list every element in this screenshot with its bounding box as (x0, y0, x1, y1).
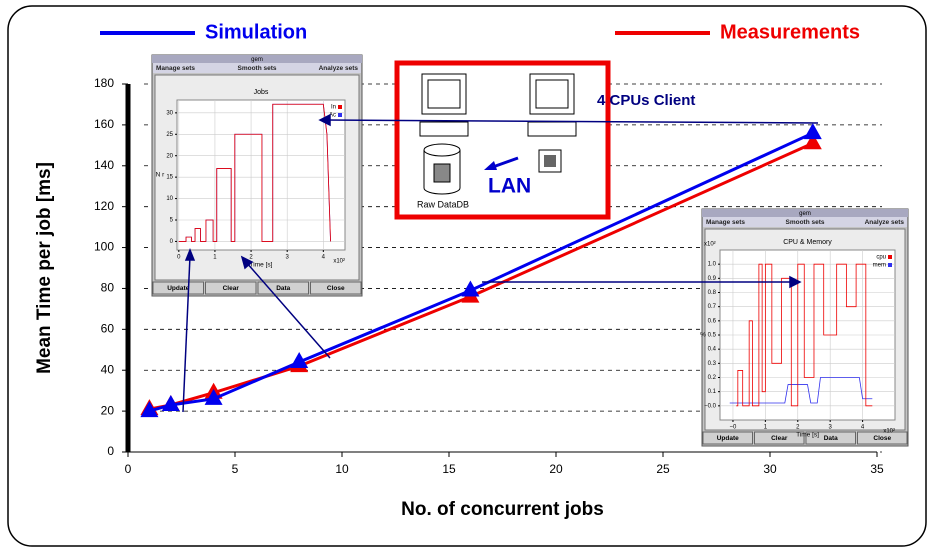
y-tick-label: 20 (166, 153, 173, 159)
annotation: Raw DataDB (417, 199, 469, 209)
database-icon (434, 164, 450, 182)
y-axis-label: % (700, 332, 706, 339)
y-tick-label: 25 (166, 132, 173, 138)
y-tick-label: −0.0 (704, 403, 717, 409)
server-core (544, 155, 556, 167)
plot-area (177, 100, 345, 250)
menu-item[interactable]: Manage sets (706, 219, 745, 226)
y-tick-label: 60 (101, 322, 115, 336)
y-axis-label: Mean Time per job [ms] (34, 162, 55, 374)
monitor-screen (536, 80, 568, 108)
x-scale-label: x10² (333, 259, 345, 265)
y-scale-label: x10² (704, 242, 716, 248)
legend-swatch (338, 105, 342, 109)
y-tick-label: 0.1 (708, 389, 717, 395)
legend-label: In (331, 105, 336, 111)
y-tick-label: 0.7 (708, 304, 717, 310)
chart: 0 20 40 60 80 100 120 140 160 180 0 5 10 15 20 25 30 35 No… (0, 0, 935, 553)
y-tick-label: 1.0 (708, 262, 717, 268)
y-tick-label: 80 (101, 281, 115, 295)
menu-item[interactable]: Smooth sets (237, 65, 276, 72)
y-tick-label: 30 (166, 110, 173, 116)
x-tick-label: 10 (335, 462, 349, 476)
x-tick-label: 20 (549, 462, 563, 476)
window-title: gem (251, 57, 263, 63)
y-tick-label: 15 (166, 175, 173, 181)
annotation: 4 CPUs Client (597, 92, 695, 109)
y-tick-label: 0 (107, 444, 114, 458)
annotation: LAN (488, 175, 531, 198)
legend-label: mem (873, 263, 886, 269)
legend-swatch (888, 255, 892, 259)
y-tick-label: 100 (94, 240, 114, 254)
legend-swatch (888, 263, 892, 267)
inset-window: gem Manage sets Smooth sets Analyze sets Upd… (152, 55, 362, 296)
button-label[interactable]: Data (276, 285, 290, 292)
x-tick-label: 0 (125, 462, 132, 476)
y-tick-label: 0.5 (708, 333, 717, 339)
button-label[interactable]: Close (873, 435, 891, 442)
button-label[interactable]: Update (167, 285, 189, 292)
x-tick-label: −0 (730, 425, 738, 431)
x-axis-label: Time [s] (796, 432, 819, 439)
y-tick-label: 120 (94, 199, 114, 213)
menu-item[interactable]: Analyze sets (865, 219, 905, 226)
x-axis-label: No. of concurrent jobs (401, 499, 604, 520)
legend-label: Simulation (205, 21, 307, 43)
y-tick-label: 0.9 (708, 276, 717, 282)
button-label[interactable]: Clear (771, 435, 788, 442)
y-tick-label: 10 (166, 196, 173, 202)
monitor-screen (428, 80, 460, 108)
legend-swatch (338, 113, 342, 117)
y-tick-label: 0.3 (708, 361, 717, 367)
x-axis-label: Time [s] (250, 262, 273, 269)
x-tick-label: 5 (232, 462, 239, 476)
inset-title: Jobs (254, 89, 269, 96)
y-tick-label: 0.4 (708, 347, 717, 353)
y-tick-label: 0.6 (708, 318, 717, 324)
button-label[interactable]: Close (327, 285, 345, 292)
menu-item[interactable]: Analyze sets (319, 65, 359, 72)
button-label[interactable]: Update (717, 435, 739, 442)
y-tick-label: 0.2 (708, 375, 717, 381)
keyboard (420, 122, 468, 136)
y-axis-label: N r (156, 172, 166, 179)
y-tick-label: 160 (94, 117, 114, 131)
keyboard (528, 122, 576, 136)
y-tick-label: 180 (94, 76, 114, 90)
legend-label: cpu (876, 255, 886, 261)
menu-item[interactable]: Manage sets (156, 65, 195, 72)
x-tick-label: 15 (442, 462, 456, 476)
inset-title: CPU & Memory (783, 239, 832, 246)
inset-window: gem Manage sets Smooth sets Analyze sets Upd… (700, 209, 908, 446)
x-tick-label: 35 (870, 462, 884, 476)
button-label[interactable]: Clear (223, 285, 240, 292)
y-tick-label: 20 (101, 403, 115, 417)
button-label[interactable]: Data (824, 435, 838, 442)
menu-item[interactable]: Smooth sets (785, 219, 824, 226)
legend-label: Measurements (720, 21, 860, 43)
x-scale-label: x10² (883, 429, 895, 435)
y-tick-label: 40 (101, 362, 115, 376)
y-tick-label: 0.8 (708, 290, 717, 296)
x-tick-label: 30 (763, 462, 777, 476)
database-top (424, 144, 460, 156)
x-tick-label: 25 (656, 462, 670, 476)
window-title: gem (799, 211, 811, 217)
y-tick-label: 140 (94, 158, 114, 172)
